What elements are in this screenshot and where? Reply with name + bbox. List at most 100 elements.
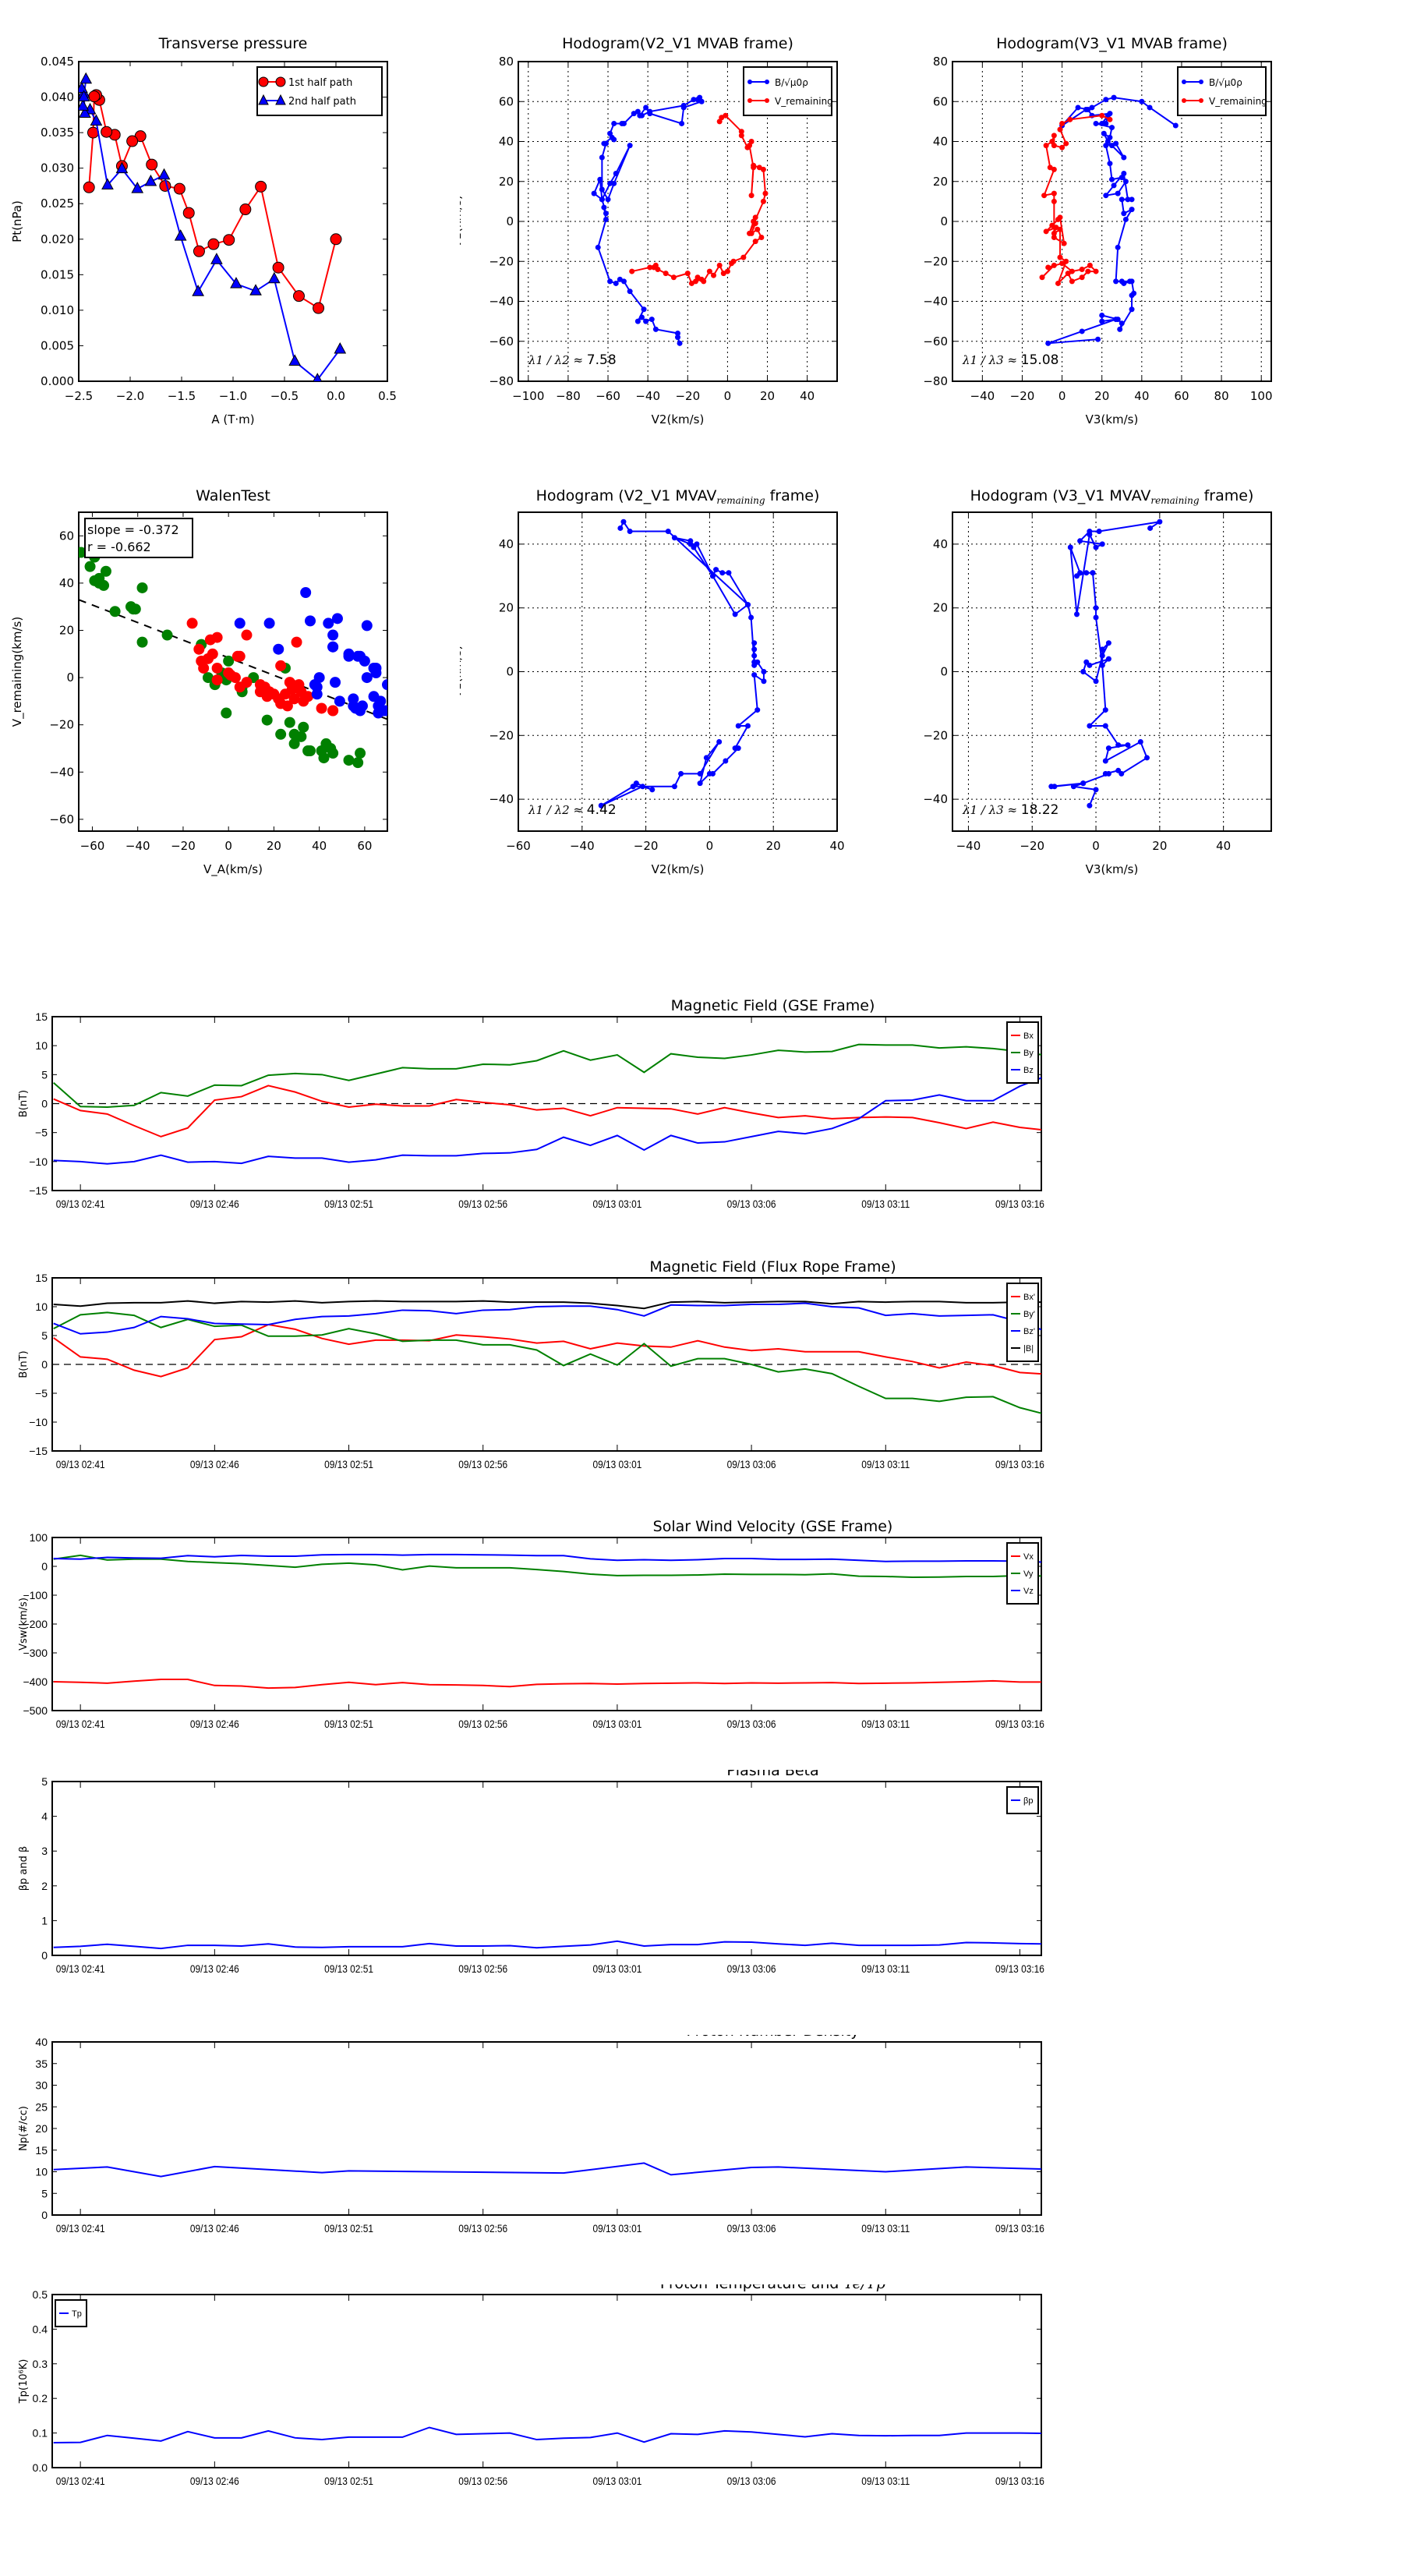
x-axis-label: V3(km/s) [1086,412,1139,426]
plot-area [53,1940,1041,1950]
plot-area [79,72,347,381]
x-tick-label: 09/13 03:11 [861,1458,910,1470]
data-point [620,518,627,525]
y-tick-label: −500 [23,1704,48,1717]
y-axis-label: B(nT) [18,1350,30,1378]
data-point [1103,120,1109,126]
data-point [1093,605,1099,611]
data-point [680,102,687,108]
plot-area [591,94,769,346]
data-point [724,268,730,274]
x-tick-label: 60 [1174,389,1189,403]
legend: B/√μ0ρ V_remaining [743,66,833,116]
data-point [1043,228,1049,235]
x-tick-label: −40 [970,389,995,403]
y-tick-label: 0.5 [33,2288,48,2301]
x-tick-label: −2.5 [65,389,93,403]
data-point [223,655,235,667]
plot-area [1039,94,1179,346]
data-point [599,186,605,193]
data-point [1105,745,1111,752]
plot-area [53,2426,1041,2444]
x-tick-label: 09/13 03:16 [995,2475,1044,2487]
data-point [275,660,287,671]
series-bx--line [53,1323,1041,1378]
y-tick-label: 40 [499,135,514,149]
data-point [643,318,649,324]
ratio-annotation: λ1 / λ3 ≈ 15.08 [962,352,1058,368]
data-point [744,144,751,150]
data-point [1093,678,1099,685]
data-point [234,617,246,629]
y-tick-label: −10 [29,1416,48,1428]
y-tick-label: −80 [489,374,514,388]
data-point [361,620,373,632]
data-point [129,603,141,615]
data-point [1111,94,1117,101]
data-point [1089,104,1095,111]
x-tick-label: −20 [675,389,700,403]
x-tick-label: 09/13 03:06 [727,2475,776,2487]
x-tick-label: 09/13 03:11 [861,1198,910,1210]
data-point [211,632,223,643]
data-point [1077,538,1083,544]
chart-hodogram-v3v1-mvav: Hodogram (V3_V1 MVAVremaining frame) −40 −… [884,487,1272,876]
y-tick-label: 0 [41,1358,48,1371]
data-point [1103,97,1109,103]
data-point [1115,742,1122,748]
series-np-line [53,2162,1041,2178]
legend-frame [743,66,832,116]
x-tick-label: −100 [512,389,544,403]
data-point [735,723,741,729]
legend-marker [747,98,752,103]
data-point [629,268,635,274]
data-point [758,235,765,240]
data-point [101,178,114,190]
data-point [605,196,611,203]
data-point [1087,802,1093,809]
y-tick-label: 20 [59,623,74,637]
y-tick-label: 0.2 [33,2392,48,2404]
data-point [311,688,323,700]
data-point [281,700,293,712]
x-tick-label: −0.5 [270,389,299,403]
legend: Vx Vy Vz [1006,1542,1039,1605]
y-tick-label: −40 [49,765,74,779]
slope-label: slope = -0.372 [87,522,179,537]
x-tick-label: 0 [224,839,232,853]
data-point [634,318,641,324]
data-point [79,106,91,119]
data-point [1049,222,1055,228]
data-point [249,284,262,295]
data-point [211,662,223,674]
x-tick-label: 09/13 03:16 [995,2222,1044,2235]
data-point [302,691,314,702]
data-point [380,705,387,717]
y-tick-label: 0.3 [33,2358,48,2370]
y-tick-label: 20 [933,175,948,189]
data-point [327,641,339,653]
data-point [1087,262,1093,268]
data-point [288,693,300,705]
legend-marker [275,76,286,87]
data-point [1139,98,1145,104]
series-bx-line [53,1085,1041,1138]
data-point [109,606,121,617]
y-tick-label: 0 [41,2209,48,2221]
data-point [1096,529,1102,535]
data-point [313,672,325,684]
data-point [375,695,387,707]
data-point [655,267,661,272]
series--p-line [53,1940,1041,1950]
x-tick-label: −1.5 [168,389,196,403]
y-tick-label: 0.0 [33,2461,48,2474]
data-point [607,130,613,136]
data-point [1109,143,1115,149]
data-point [1093,120,1099,126]
data-point [732,745,738,752]
data-point [144,174,157,186]
data-point [671,535,677,541]
y-tick-label: 100 [30,1531,48,1544]
legend-marker [258,94,269,105]
data-point [1079,328,1085,334]
